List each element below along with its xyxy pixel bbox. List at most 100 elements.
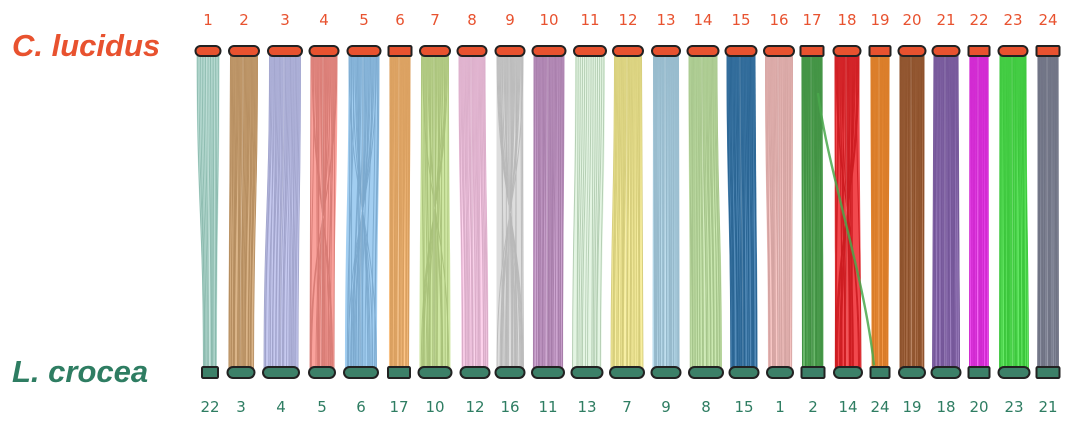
bottom-chromosome-bar: [967, 366, 991, 379]
synteny-link: [613, 52, 619, 372]
synteny-link: [612, 52, 617, 372]
synteny-link: [654, 52, 656, 372]
synteny-link: [835, 52, 860, 372]
synteny-link: [546, 52, 549, 372]
top-chromosome-label: 23: [1003, 11, 1022, 29]
synteny-link: [985, 52, 988, 372]
top-chromosome-bar: [612, 45, 644, 57]
synteny-link: [668, 52, 671, 372]
bottom-chromosome-bar: [494, 366, 526, 379]
species-label-top: C. lucidus: [12, 28, 161, 63]
synteny-link: [241, 52, 247, 372]
synteny-link: [1000, 52, 1002, 372]
synteny-link: [470, 52, 475, 372]
synteny-link: [295, 52, 300, 372]
synteny-link: [206, 52, 210, 372]
synteny-link: [670, 52, 672, 372]
synteny-link: [754, 52, 758, 372]
synteny-link: [374, 52, 380, 372]
synteny-link: [775, 52, 779, 372]
top-chromosome-label: 5: [359, 11, 369, 29]
synteny-link: [206, 52, 210, 372]
synteny-link: [846, 52, 851, 372]
synteny-link: [544, 52, 547, 372]
synteny-link: [912, 52, 914, 372]
synteny-link: [596, 52, 603, 372]
synteny-link: [983, 52, 985, 372]
synteny-link: [874, 52, 877, 372]
synteny-block-9-to-16: [496, 52, 524, 372]
bottom-chromosome-label: 4: [276, 398, 286, 416]
synteny-link: [918, 52, 920, 372]
synteny-link: [626, 52, 631, 372]
top-chromosome-bar: [531, 45, 567, 57]
synteny-link: [395, 52, 398, 372]
synteny-link: [278, 52, 285, 372]
bottom-chromosome-bar: [766, 366, 794, 379]
synteny-link: [436, 52, 441, 372]
synteny-block-18-to-14: [834, 52, 862, 372]
synteny-link: [549, 52, 552, 372]
top-chromosome-label: 8: [467, 11, 477, 29]
synteny-link: [359, 52, 364, 372]
synteny-block-19-to-24: [870, 52, 890, 372]
bottom-chromosome-bar: [869, 366, 891, 379]
bottom-chromosome-bar: [997, 366, 1031, 379]
top-chromosome-label: 3: [280, 11, 290, 29]
synteny-link: [1019, 52, 1022, 372]
synteny-link: [580, 52, 586, 372]
top-chromosome-label: 10: [539, 11, 558, 29]
synteny-link: [233, 52, 238, 372]
synteny-link: [716, 52, 722, 372]
synteny-link: [777, 52, 780, 372]
top-chromosome-label: 20: [902, 11, 921, 29]
synteny-link: [397, 52, 400, 372]
synteny-link: [739, 52, 744, 372]
synteny-link: [707, 52, 712, 372]
synteny-link: [658, 52, 660, 372]
synteny-link: [424, 52, 429, 372]
bottom-chromosome-label: 20: [969, 398, 988, 416]
synteny-link: [250, 52, 256, 372]
synteny-link: [835, 52, 840, 372]
top-chromosome-label: 4: [319, 11, 329, 29]
synteny-link: [542, 52, 546, 372]
bottom-chromosome-label: 2: [808, 398, 818, 416]
synteny-link: [625, 52, 628, 372]
synteny-link: [480, 52, 485, 372]
synteny-link: [581, 52, 588, 372]
synteny-link: [952, 52, 956, 372]
synteny-link: [810, 52, 813, 372]
synteny-link: [279, 52, 285, 372]
synteny-link: [1037, 52, 1040, 372]
synteny-link: [496, 52, 524, 372]
synteny-link: [1018, 52, 1021, 372]
bottom-chromosome-bar: [417, 366, 453, 379]
synteny-link: [913, 52, 916, 372]
synteny-link: [954, 52, 956, 372]
synteny-link: [594, 52, 598, 372]
synteny-link: [884, 52, 886, 372]
top-chromosome-label: 21: [936, 11, 955, 29]
synteny-block-24-to-21: [1037, 52, 1059, 372]
synteny-ribbons: [196, 52, 1059, 372]
synteny-link: [773, 52, 777, 372]
synteny-link: [391, 52, 395, 372]
synteny-link: [846, 52, 852, 372]
synteny-link: [934, 52, 938, 372]
synteny-block-10-to-11: [532, 52, 565, 372]
synteny-link: [297, 52, 301, 372]
bottom-chromosome-bar: [570, 366, 604, 379]
synteny-block-11-to-13: [572, 52, 605, 372]
synteny-link: [638, 52, 640, 372]
synteny-link: [809, 52, 812, 372]
top-chromosome-bar: [967, 45, 991, 57]
synteny-link: [920, 52, 923, 372]
synteny-link: [788, 52, 792, 372]
synteny-block-22-to-20: [969, 52, 989, 372]
synteny-block-4-to-5: [309, 52, 338, 372]
synteny-link: [572, 52, 577, 372]
synteny-link: [347, 52, 378, 372]
synteny-link: [975, 52, 977, 372]
synteny-link: [728, 52, 734, 372]
